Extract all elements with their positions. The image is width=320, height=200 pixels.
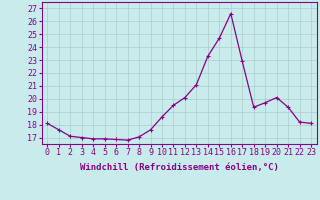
X-axis label: Windchill (Refroidissement éolien,°C): Windchill (Refroidissement éolien,°C)	[80, 163, 279, 172]
